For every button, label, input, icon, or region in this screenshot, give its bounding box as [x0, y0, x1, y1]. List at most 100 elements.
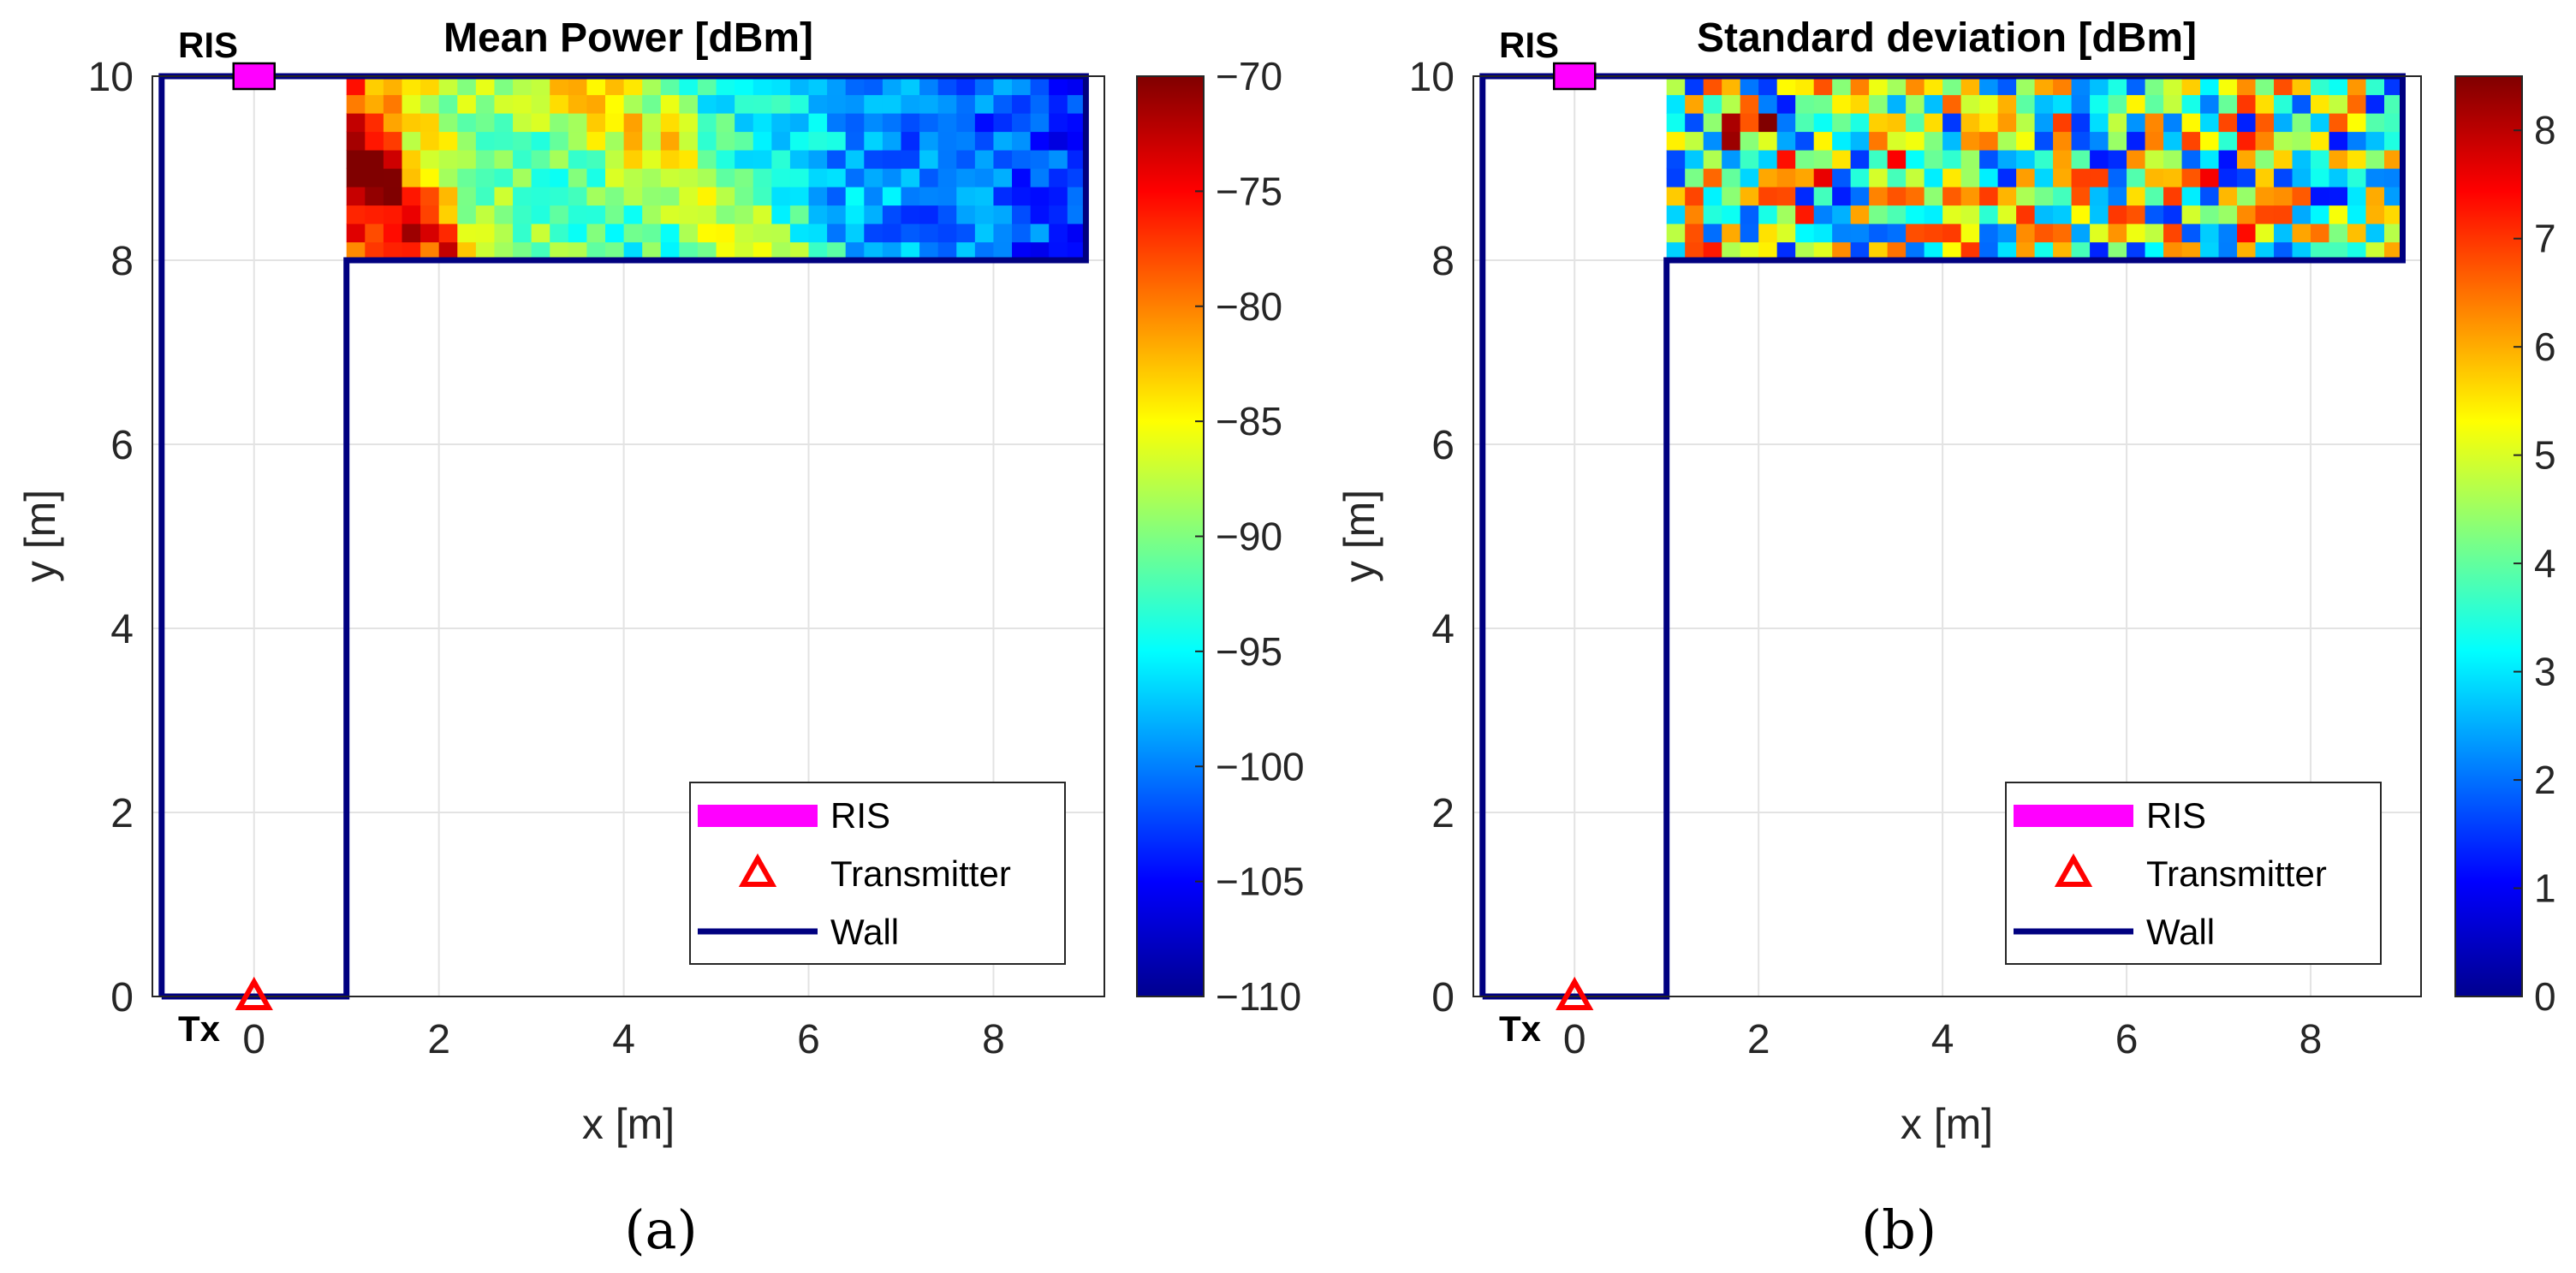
heatmap-cell — [2365, 205, 2385, 224]
heatmap-cell — [956, 168, 976, 187]
x-tick-label: 2 — [1747, 1017, 1770, 1062]
heatmap-cell — [2237, 94, 2257, 114]
heatmap-cell — [1685, 94, 1704, 114]
heatmap-cell — [2108, 150, 2127, 170]
heatmap-cell — [2090, 113, 2109, 133]
heatmap-cell — [956, 76, 976, 96]
heatmap-cell — [586, 223, 606, 243]
heatmap-cell — [956, 205, 976, 224]
heatmap-cell — [586, 113, 606, 133]
heatmap-cell — [2108, 223, 2127, 243]
heatmap-cell — [679, 168, 699, 187]
heatmap-cell — [2071, 205, 2091, 224]
heatmap-cell — [2274, 168, 2293, 187]
heatmap-cell — [2163, 241, 2183, 261]
heatmap-cell — [2053, 187, 2073, 206]
heatmap-cell — [402, 94, 421, 114]
colorbar-tick-label: 8 — [2534, 108, 2556, 152]
heatmap-cell — [1012, 241, 1032, 261]
heatmap-cell — [2163, 223, 2183, 243]
legend-transmitter-swatch-a — [738, 853, 777, 887]
heatmap-cell — [1906, 94, 1925, 114]
heatmap-cell — [679, 113, 699, 133]
heatmap-cell — [2108, 205, 2127, 224]
heatmap-cell — [937, 205, 957, 224]
heatmap-cell — [475, 205, 496, 224]
y-tick-label: 4 — [1431, 607, 1455, 652]
heatmap-cell — [2274, 76, 2293, 96]
heatmap-cell — [605, 205, 625, 224]
heatmap-cell — [716, 205, 735, 224]
heatmap-cell — [2181, 168, 2201, 187]
heatmap-cell — [2292, 168, 2311, 187]
heatmap-cell — [2329, 187, 2348, 206]
heatmap-cell — [2071, 168, 2091, 187]
heatmap-cell — [1685, 113, 1704, 133]
heatmap-cell — [550, 76, 569, 96]
heatmap-cell — [402, 223, 421, 243]
heatmap-cell — [993, 205, 1013, 224]
heatmap-cell — [974, 150, 995, 170]
heatmap-cell — [1722, 223, 1741, 243]
legend-b: RIS Transmitter Wall — [2005, 782, 2382, 965]
heatmap-cell — [1067, 187, 1087, 206]
heatmap-cell — [771, 241, 791, 261]
y-tick-label: 2 — [1431, 791, 1455, 836]
heatmap-cell — [365, 113, 384, 133]
heatmap-cell — [2034, 113, 2054, 133]
x-tick-label: 2 — [427, 1017, 450, 1062]
heatmap-cell — [623, 113, 643, 133]
heatmap-cell — [383, 187, 403, 206]
heatmap-cell — [864, 131, 883, 151]
heatmap-cell — [1906, 76, 1925, 96]
colorbar-tick-label: −90 — [1216, 515, 1282, 559]
legend-transmitter-label-b: Transmitter — [2146, 854, 2327, 894]
heatmap-cell — [550, 94, 569, 114]
heatmap-cell — [1067, 94, 1087, 114]
heatmap-cell — [494, 241, 514, 261]
heatmap-cell — [937, 187, 957, 206]
heatmap-cell — [697, 131, 717, 151]
heatmap-cell — [1776, 76, 1796, 96]
heatmap-cell — [1685, 131, 1704, 151]
heatmap-cell — [2053, 205, 2073, 224]
heatmap-cell — [1685, 205, 1704, 224]
heatmap-cell — [1997, 76, 2017, 96]
heatmap-cell — [1012, 76, 1032, 96]
heatmap-cell — [1924, 223, 1943, 243]
heatmap-cell — [2347, 76, 2367, 96]
heatmap-cell — [2200, 168, 2220, 187]
heatmap-cell — [2311, 241, 2330, 261]
heatmap-cell — [1813, 113, 1833, 133]
y-tick-label: 0 — [110, 975, 134, 1020]
heatmap-cell — [2311, 223, 2330, 243]
heatmap-cell — [937, 131, 957, 151]
heatmap-cell — [882, 150, 902, 170]
heatmap-cell — [568, 76, 588, 96]
heatmap-cell — [1906, 205, 1925, 224]
heatmap-cell — [2016, 187, 2036, 206]
heatmap-cell — [494, 76, 514, 96]
heatmap-cell — [1832, 113, 1852, 133]
heatmap-cell — [2384, 187, 2404, 206]
heatmap-cell — [623, 150, 643, 170]
heatmap-cell — [420, 76, 440, 96]
heatmap-cell — [605, 168, 625, 187]
heatmap-cell — [2365, 187, 2385, 206]
heatmap-cell — [1030, 187, 1050, 206]
heatmap-cell — [1740, 223, 1759, 243]
heatmap-cell — [1030, 150, 1050, 170]
heatmap-cell — [2347, 223, 2367, 243]
heatmap-cell — [660, 94, 680, 114]
heatmap-cell — [605, 113, 625, 133]
heatmap-cell — [1703, 76, 1722, 96]
heatmap-cell — [2384, 94, 2404, 114]
heatmap-cell — [383, 113, 403, 133]
heatmap-cell — [845, 150, 865, 170]
heatmap-cell — [2218, 131, 2238, 151]
heatmap-cell — [1666, 168, 1686, 187]
y-axis-label-a: y [m] — [16, 490, 64, 582]
heatmap-cell — [1666, 150, 1686, 170]
heatmap-cell — [716, 241, 735, 261]
